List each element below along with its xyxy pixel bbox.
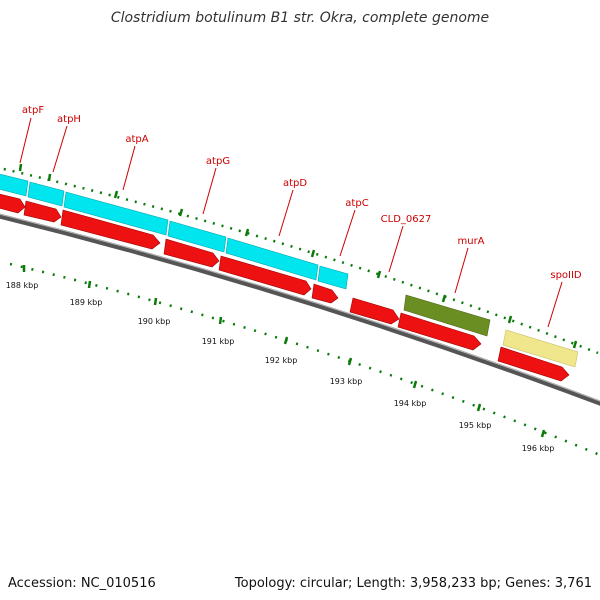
gene-label-atpF: atpF: [22, 105, 44, 116]
gene-label-atpH: atpH: [57, 114, 81, 125]
kbp-label: 194 kbp: [394, 399, 427, 408]
red-feature-track: [0, 193, 570, 382]
major-tick: [572, 340, 578, 349]
gene-label-CLD_0627: CLD_0627: [381, 214, 432, 225]
leader-line: [454, 247, 469, 294]
gene-label-murA: murA: [457, 236, 484, 247]
kbp-label: 190 kbp: [138, 317, 171, 326]
leader-line: [547, 281, 563, 328]
cds-feature-cyan[interactable]: [27, 181, 65, 207]
major-tick: [153, 297, 158, 306]
cds-feature-cyan[interactable]: [0, 173, 29, 197]
kbp-labels: 188 kbp 189 kbp 190 kbp 191 kbp 192 kbp …: [6, 281, 555, 453]
kbp-label: 195 kbp: [459, 421, 492, 430]
cds-feature-cyan[interactable]: [167, 220, 227, 253]
major-tick: [540, 429, 546, 438]
cds-feature-khaki[interactable]: [502, 329, 579, 368]
genome-backbone-highlight: [0, 213, 600, 402]
leader-line: [52, 125, 68, 173]
cds-arrow-red[interactable]: [60, 209, 161, 250]
label-leaders: [19, 117, 563, 328]
inner-tick-dots: [9, 262, 600, 457]
gene-label-atpG: atpG: [206, 156, 230, 167]
kbp-label: 192 kbp: [265, 356, 298, 365]
cds-arrow-red[interactable]: [311, 283, 339, 304]
leader-line: [202, 167, 217, 215]
kbp-label: 189 kbp: [70, 298, 103, 307]
accession-text: Accession: NC_010516: [8, 576, 156, 591]
major-tick: [412, 380, 418, 389]
leader-line: [278, 189, 294, 237]
cds-arrow-red[interactable]: [218, 255, 312, 296]
gene-label-spoIID: spoIID: [550, 270, 582, 281]
major-tick: [218, 316, 223, 325]
cds-arrow-red[interactable]: [0, 193, 26, 214]
cds-arrow-red[interactable]: [497, 346, 570, 382]
cds-feature-cyan[interactable]: [317, 265, 349, 290]
cyan-feature-track: [0, 173, 349, 290]
leader-line: [19, 117, 32, 164]
map-title: Clostridium botulinum B1 str. Okra, comp…: [111, 10, 489, 26]
outer-major-ticks: [18, 163, 578, 349]
major-tick: [178, 208, 184, 217]
major-tick: [244, 228, 250, 237]
kbp-label: 193 kbp: [330, 377, 363, 386]
genome-backbone: [0, 213, 600, 406]
genome-summary-text: Topology: circular; Length: 3,958,233 bp…: [234, 576, 592, 591]
major-tick: [476, 403, 482, 412]
leader-line: [388, 225, 404, 273]
cds-arrow-red[interactable]: [163, 238, 220, 268]
cds-feature-cyan[interactable]: [225, 237, 319, 281]
kbp-label: 191 kbp: [202, 337, 235, 346]
major-tick: [283, 336, 289, 345]
gene-labels: atpF atpH atpA atpG atpD atpC CLD_0627 m…: [22, 105, 582, 281]
kbp-label: 196 kbp: [522, 444, 555, 453]
inner-major-ticks: [22, 265, 546, 438]
cds-feature-cyan[interactable]: [63, 191, 169, 236]
cds-feature-olive[interactable]: [403, 294, 491, 337]
outer-tick-dots: [0, 166, 599, 355]
leader-line: [339, 209, 356, 257]
major-tick: [87, 280, 92, 289]
gene-label-atpA: atpA: [125, 134, 148, 145]
major-tick: [441, 294, 447, 303]
cds-arrow-red[interactable]: [349, 297, 400, 325]
major-tick: [47, 173, 52, 182]
major-tick: [310, 249, 316, 258]
major-tick: [113, 190, 119, 199]
major-tick: [18, 163, 23, 172]
cds-arrow-red[interactable]: [23, 200, 62, 223]
leader-line: [122, 145, 136, 191]
major-tick: [376, 270, 382, 279]
major-tick: [347, 357, 353, 366]
major-tick: [507, 315, 513, 324]
gene-label-atpD: atpD: [283, 178, 307, 189]
gene-label-atpC: atpC: [345, 198, 368, 209]
cds-arrow-red[interactable]: [397, 312, 482, 351]
kbp-label: 188 kbp: [6, 281, 39, 290]
